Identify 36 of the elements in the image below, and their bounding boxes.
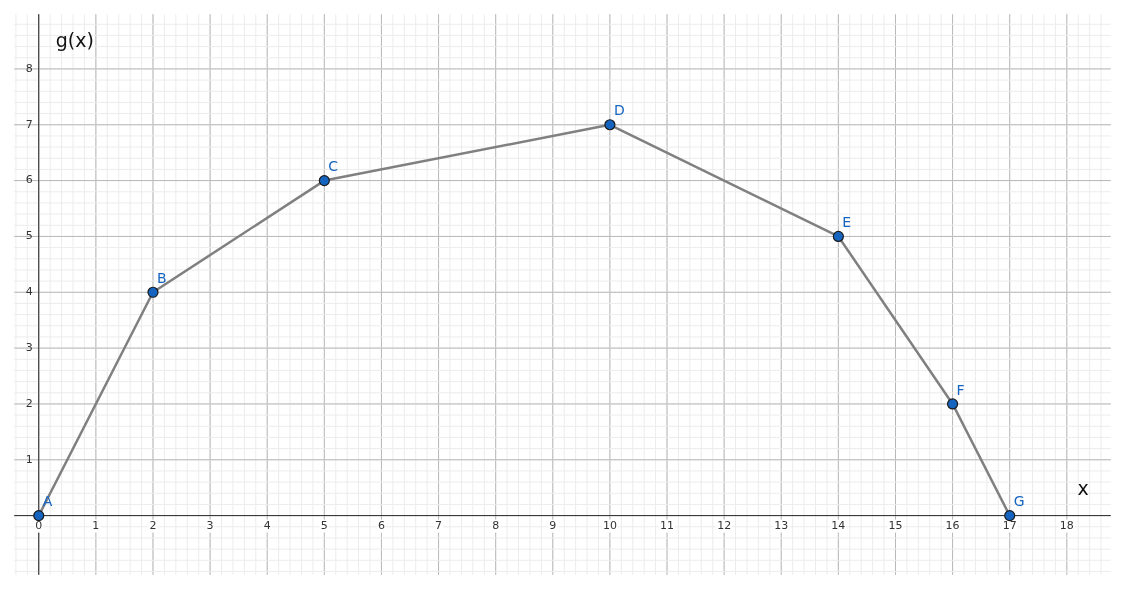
annotation: B [156, 269, 167, 286]
x-tick-label: 2 [149, 518, 157, 532]
x-tick-label: 9 [549, 518, 557, 532]
annotation: A [42, 493, 53, 510]
y-tick-label: 5 [25, 229, 33, 243]
x-tick-label: 3 [206, 518, 214, 532]
annotation: F [956, 381, 965, 398]
x-tick-label: 10 [602, 518, 617, 532]
y-tick-label: 7 [25, 117, 33, 131]
annotation: E [842, 214, 852, 231]
x-tick-label: 6 [377, 518, 385, 532]
y-tick-label: 3 [25, 340, 33, 354]
x-tick-label: 14 [831, 518, 846, 532]
x-tick-label: 18 [1059, 518, 1074, 532]
y-axis-title: g(x) [55, 28, 94, 51]
y-tick-label: 1 [25, 452, 33, 466]
x-tick-label: 15 [888, 518, 903, 532]
y-tick-label: 4 [25, 285, 33, 299]
x-tick-label: 11 [660, 518, 675, 532]
y-tick-label: 8 [25, 61, 33, 75]
annotation: D [613, 102, 625, 119]
x-tick-label: 0 [35, 518, 43, 532]
x-tick-label: 1 [92, 518, 100, 532]
x-tick-label: 5 [320, 518, 328, 532]
x-tick-label: 12 [717, 518, 732, 532]
x-tick-label: 16 [945, 518, 960, 532]
y-tick-label: 2 [25, 396, 33, 410]
x-tick-label: 17 [1002, 518, 1017, 532]
x-tick-label: 7 [435, 518, 443, 532]
annotation: C [328, 158, 339, 175]
x-axis-title: x [1077, 477, 1089, 500]
x-tick-label: 13 [774, 518, 789, 532]
x-tick-label: 4 [263, 518, 271, 532]
y-tick-label: 6 [25, 173, 33, 187]
annotation: G [1013, 493, 1025, 510]
x-tick-label: 8 [492, 518, 500, 532]
